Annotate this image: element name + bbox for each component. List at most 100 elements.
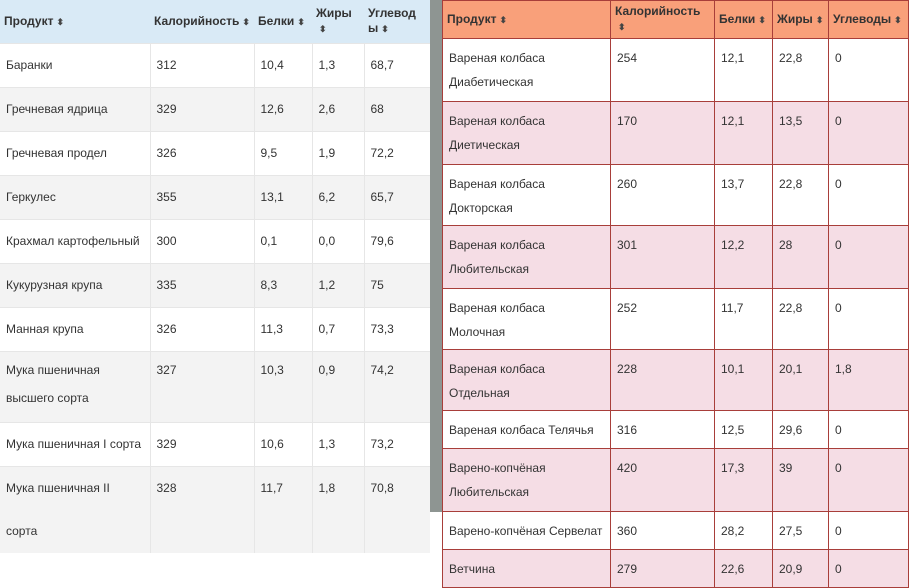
value-cell: 10,4 bbox=[253, 43, 312, 88]
value-cell: 335 bbox=[149, 263, 254, 308]
table-row: Вареная колбаса Диетическая 170 12,1 13,5 0 bbox=[442, 101, 909, 165]
value-cell: 8,3 bbox=[253, 263, 312, 308]
column-header-label: Углеводы bbox=[833, 11, 892, 26]
table-row: Вареная колбаса Диабетическая 254 12,1 22,8… bbox=[442, 38, 909, 102]
value-cell: 0,0 bbox=[311, 219, 364, 264]
value-cell: 74,2 bbox=[363, 351, 430, 423]
product-name-cell: Мука пшеничная II сорта bbox=[0, 466, 150, 553]
column-header-sort[interactable]: Белки ⬍ bbox=[714, 0, 773, 39]
column-header-sort[interactable]: Углеводы ⬍ bbox=[364, 0, 430, 44]
value-cell: 11,3 bbox=[253, 307, 312, 352]
sort-arrows-icon[interactable]: ⬍ bbox=[499, 14, 507, 25]
value-cell: 0 bbox=[828, 38, 909, 102]
product-name-cell: Варено-копчёная Сервелат bbox=[442, 511, 611, 550]
cereals-nutrition-table: Продукт ⬍ Калорийность ⬍ Белки ⬍ Жиры⬍ Углеводы… bbox=[0, 0, 430, 553]
column-header-label: Жиры bbox=[777, 11, 813, 26]
value-cell: 22,8 bbox=[772, 38, 829, 102]
sort-arrows-icon[interactable]: ⬍ bbox=[894, 14, 902, 25]
value-cell: 10,1 bbox=[714, 349, 773, 411]
table-row: Гречневая ядрица 329 12,6 2,6 68 bbox=[0, 87, 430, 132]
value-cell: 22,6 bbox=[714, 549, 773, 588]
column-header-sort[interactable]: Продукт ⬍ bbox=[0, 0, 150, 44]
sort-arrows-icon[interactable]: ⬍ bbox=[618, 22, 626, 32]
column-header-sort[interactable]: Калорийность⬍ bbox=[150, 0, 254, 44]
value-cell: 17,3 bbox=[714, 448, 773, 512]
column-header-sort[interactable]: Калорийность⬍ bbox=[610, 0, 715, 39]
value-cell: 13,5 bbox=[772, 101, 829, 165]
table-row: Ветчина 279 22,6 20,9 0 bbox=[442, 549, 909, 588]
column-header-sort[interactable]: Углеводы ⬍ bbox=[828, 0, 909, 39]
value-cell: 28 bbox=[772, 225, 829, 289]
sort-arrows-icon[interactable]: ⬍ bbox=[297, 16, 305, 27]
value-cell: 252 bbox=[610, 288, 715, 350]
table-row: Вареная колбаса Молочная 252 11,7 22,8 0 bbox=[442, 288, 909, 350]
value-cell: 10,6 bbox=[253, 422, 312, 467]
column-header-label: Белки bbox=[258, 13, 295, 28]
value-cell: 11,7 bbox=[253, 466, 312, 553]
value-cell: 0 bbox=[828, 511, 909, 550]
product-name-cell: Вареная колбаса Телячья bbox=[442, 410, 611, 449]
value-cell: 13,1 bbox=[253, 175, 312, 220]
product-name-cell: Гречневая продел bbox=[0, 131, 150, 176]
value-cell: 12,1 bbox=[714, 38, 773, 102]
value-cell: 0 bbox=[828, 549, 909, 588]
product-name-cell: Вареная колбаса Отдельная bbox=[442, 349, 611, 411]
value-cell: 228 bbox=[610, 349, 715, 411]
table-row: Вареная колбаса Отдельная 228 10,1 20,1 1,8 bbox=[442, 349, 909, 411]
table-header-row: Продукт⬍Калорийность⬍Белки⬍Жиры⬍Углеводы… bbox=[442, 0, 909, 39]
sort-arrows-icon[interactable]: ⬍ bbox=[56, 16, 64, 27]
value-cell: 326 bbox=[149, 307, 254, 352]
value-cell: 0 bbox=[828, 101, 909, 165]
column-header-label: Жиры bbox=[316, 6, 352, 20]
product-name-cell: Вареная колбаса Докторская bbox=[442, 164, 611, 226]
value-cell: 420 bbox=[610, 448, 715, 512]
value-cell: 10,3 bbox=[253, 351, 312, 423]
value-cell: 6,2 bbox=[311, 175, 364, 220]
table-row: Мука пшеничная высшего сорта 327 10,3 0,9 74… bbox=[0, 351, 430, 423]
value-cell: 65,7 bbox=[363, 175, 430, 220]
table-row: Вареная колбаса Докторская 260 13,7 22,8 0 bbox=[442, 164, 909, 226]
table-row: Мука пшеничная I сорта 329 10,6 1,3 73,2 bbox=[0, 422, 430, 467]
sort-arrows-icon[interactable]: ⬍ bbox=[242, 16, 250, 27]
product-name-cell: Вареная колбаса Диетическая bbox=[442, 101, 611, 165]
value-cell: 0,7 bbox=[311, 307, 364, 352]
product-name-cell: Манная крупа bbox=[0, 307, 150, 352]
column-header-sort[interactable]: Продукт ⬍ bbox=[442, 0, 611, 39]
value-cell: 27,5 bbox=[772, 511, 829, 550]
table-row: Варено-копчёная Любительская 420 17,3 39 0 bbox=[442, 448, 909, 512]
product-name-cell: Вареная колбаса Молочная bbox=[442, 288, 611, 350]
value-cell: 68,7 bbox=[363, 43, 430, 88]
table-row: Мука пшеничная II сорта 328 11,7 1,8 70,8 bbox=[0, 466, 430, 553]
table-header-row: Продукт⬍Калорийность⬍Белки⬍Жиры⬍Углеводы… bbox=[0, 0, 430, 44]
sort-arrows-icon[interactable]: ⬍ bbox=[815, 14, 824, 25]
table-row: Вареная колбаса Телячья 316 12,5 29,6 0 bbox=[442, 410, 909, 449]
value-cell: 29,6 bbox=[772, 410, 829, 449]
table-row: Кукурузная крупа 335 8,3 1,2 75 bbox=[0, 263, 430, 308]
product-name-cell: Баранки bbox=[0, 43, 150, 88]
value-cell: 1,9 bbox=[311, 131, 364, 176]
value-cell: 0 bbox=[828, 288, 909, 350]
value-cell: 72,2 bbox=[363, 131, 430, 176]
value-cell: 73,3 bbox=[363, 307, 430, 352]
value-cell: 327 bbox=[149, 351, 254, 423]
value-cell: 79,6 bbox=[363, 219, 430, 264]
value-cell: 0,9 bbox=[311, 351, 364, 423]
column-header-sort[interactable]: Жиры ⬍ bbox=[312, 0, 364, 44]
value-cell: 1,3 bbox=[311, 422, 364, 467]
value-cell: 329 bbox=[149, 422, 254, 467]
table-row: Гречневая продел 326 9,5 1,9 72,2 bbox=[0, 131, 430, 176]
sort-arrows-icon[interactable]: ⬍ bbox=[319, 24, 327, 34]
value-cell: 11,7 bbox=[714, 288, 773, 350]
value-cell: 73,2 bbox=[363, 422, 430, 467]
sort-arrows-icon[interactable]: ⬍ bbox=[758, 14, 766, 25]
column-header-sort[interactable]: Белки ⬍ bbox=[254, 0, 312, 44]
column-header-label: Углеводы bbox=[368, 6, 416, 35]
value-cell: 360 bbox=[610, 511, 715, 550]
value-cell: 70,8 bbox=[363, 466, 430, 553]
column-header-sort[interactable]: Жиры⬍ bbox=[772, 0, 829, 39]
sort-arrows-icon[interactable]: ⬍ bbox=[381, 24, 389, 34]
value-cell: 328 bbox=[149, 466, 254, 553]
value-cell: 12,1 bbox=[714, 101, 773, 165]
product-name-cell: Гречневая ядрица bbox=[0, 87, 150, 132]
column-header-label: Калорийность bbox=[154, 13, 240, 28]
